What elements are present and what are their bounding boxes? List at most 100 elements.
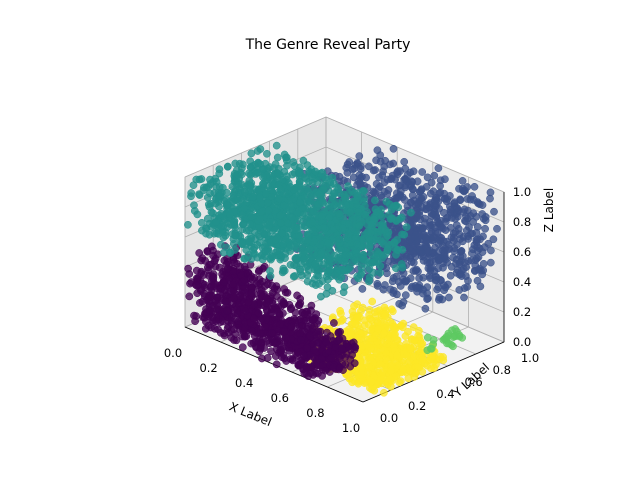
data-point xyxy=(368,258,377,267)
data-point xyxy=(400,196,409,204)
data-point xyxy=(371,196,379,205)
data-point xyxy=(240,323,249,332)
data-point xyxy=(360,379,369,387)
data-point xyxy=(430,171,439,180)
data-point xyxy=(254,309,263,317)
data-point xyxy=(273,307,282,316)
data-point xyxy=(455,184,463,193)
data-point xyxy=(352,196,360,205)
data-point xyxy=(306,244,314,253)
data-point xyxy=(209,274,218,283)
data-point xyxy=(259,264,267,273)
data-point xyxy=(261,323,270,332)
data-point xyxy=(330,319,338,327)
data-point xyxy=(238,343,247,352)
data-point xyxy=(424,247,433,256)
data-point xyxy=(416,224,425,233)
data-point xyxy=(386,200,394,209)
data-point xyxy=(305,198,314,206)
data-point xyxy=(200,183,208,192)
data-point xyxy=(481,216,490,225)
data-point xyxy=(371,331,380,339)
data-point xyxy=(240,276,249,284)
data-point xyxy=(441,226,450,234)
data-point xyxy=(486,194,494,203)
data-point xyxy=(346,208,355,216)
data-point xyxy=(311,281,320,289)
grid-line-z xyxy=(184,116,505,193)
data-point xyxy=(205,291,214,300)
data-point xyxy=(452,221,461,229)
data-point xyxy=(304,266,313,274)
data-point xyxy=(439,356,448,365)
data-point xyxy=(207,242,216,251)
data-point xyxy=(263,354,272,362)
y-tick-label: 0.4 xyxy=(436,387,454,401)
data-point xyxy=(455,230,464,239)
data-point xyxy=(372,208,381,217)
data-point xyxy=(415,187,424,196)
data-point xyxy=(478,201,487,209)
data-point xyxy=(365,273,374,282)
data-point xyxy=(397,260,406,268)
data-point xyxy=(367,378,376,386)
point-cluster xyxy=(423,325,467,355)
data-point xyxy=(221,286,229,294)
data-point xyxy=(261,247,270,256)
data-point xyxy=(395,300,404,308)
data-point xyxy=(368,297,377,306)
data-point xyxy=(195,249,204,257)
data-point xyxy=(262,305,271,314)
data-point xyxy=(445,293,453,302)
data-point xyxy=(395,378,404,387)
data-point xyxy=(223,264,232,273)
data-point xyxy=(432,200,440,209)
data-point xyxy=(319,184,328,193)
data-point xyxy=(278,353,286,361)
data-point xyxy=(273,153,282,162)
data-point xyxy=(270,284,279,293)
data-point xyxy=(229,294,238,303)
data-point xyxy=(264,198,272,207)
z-tick-label: 0.6 xyxy=(513,245,531,259)
data-point xyxy=(407,247,416,255)
data-point xyxy=(276,211,284,220)
data-point xyxy=(239,220,248,229)
data-point xyxy=(407,208,415,217)
data-point xyxy=(337,345,346,353)
data-point xyxy=(233,309,242,318)
data-point xyxy=(419,273,428,282)
data-point xyxy=(258,277,267,286)
data-point xyxy=(272,345,281,353)
data-point xyxy=(448,326,456,335)
data-point xyxy=(324,238,332,247)
data-point xyxy=(410,232,419,241)
data-point xyxy=(258,255,267,264)
x-tick-label: 0.2 xyxy=(199,361,217,375)
data-point xyxy=(203,214,212,223)
data-point xyxy=(442,336,451,344)
point-cluster xyxy=(184,242,360,380)
data-point xyxy=(326,220,335,228)
data-point xyxy=(280,266,289,275)
data-point xyxy=(285,346,294,355)
data-point xyxy=(493,224,501,233)
data-point xyxy=(351,255,360,264)
data-point xyxy=(270,164,278,172)
data-point xyxy=(406,274,415,283)
data-point xyxy=(418,367,427,376)
z-tick-label: 1.0 xyxy=(513,185,531,199)
data-point xyxy=(363,368,372,377)
data-point xyxy=(285,300,294,309)
data-point xyxy=(245,169,253,178)
data-point xyxy=(353,160,362,168)
data-point xyxy=(228,182,237,191)
data-point xyxy=(401,164,410,173)
data-point xyxy=(344,229,353,238)
data-point xyxy=(421,304,430,313)
data-point xyxy=(381,281,389,289)
data-point xyxy=(272,360,281,369)
data-point xyxy=(276,320,284,329)
data-point xyxy=(401,291,410,299)
